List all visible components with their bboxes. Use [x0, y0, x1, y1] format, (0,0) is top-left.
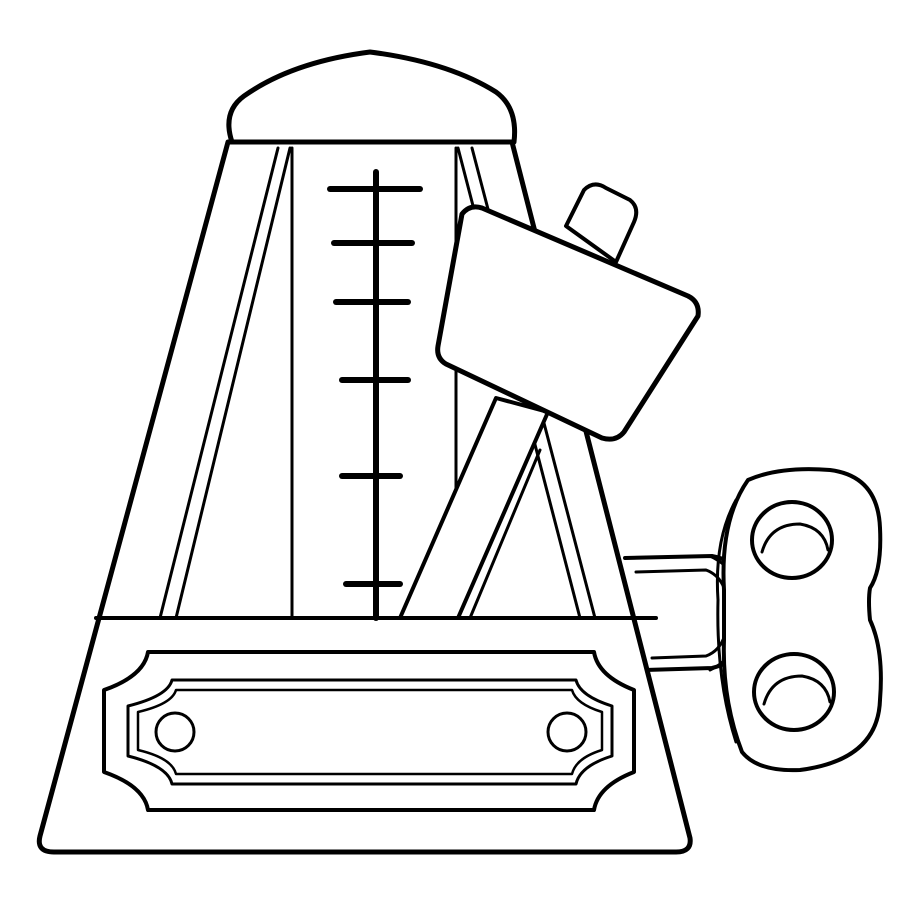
nameplate [102, 650, 636, 812]
sliding-weight [435, 204, 701, 442]
top-cap [226, 49, 518, 145]
winding-key-plate-edge [715, 498, 738, 744]
nameplate-inner-2 [136, 688, 604, 776]
winding-key-hole-bottom [752, 652, 836, 732]
winding-key-hole-top [750, 500, 834, 580]
nameplate-inner [126, 678, 614, 786]
winding-key [623, 467, 883, 773]
nameplate-screw-right [546, 711, 588, 753]
nameplate-screw-left [154, 711, 196, 753]
tempo-scale [327, 169, 423, 621]
nameplate-outer [102, 650, 636, 812]
pendulum-arm-top [564, 182, 639, 264]
